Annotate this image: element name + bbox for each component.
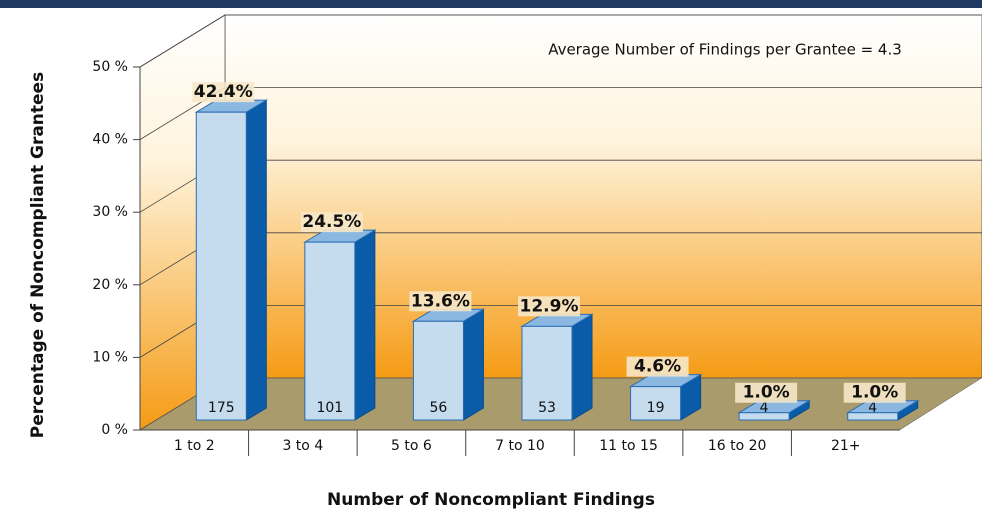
bar-count: 101	[316, 400, 343, 416]
bar-side	[462, 308, 484, 421]
x-tick-label: 5 to 6	[391, 438, 432, 454]
bar-count: 19	[647, 400, 665, 416]
bar-front	[521, 325, 573, 421]
floor-front	[140, 378, 982, 440]
value-label: 24.5%	[302, 212, 361, 232]
y-tick-label: 50 %	[92, 59, 128, 75]
x-tick-label: 21+	[831, 438, 861, 454]
value-label: 4.6%	[634, 357, 681, 377]
y-tick-label: 40 %	[92, 132, 128, 148]
bar-front	[304, 241, 356, 421]
y-tick-label: 30 %	[92, 204, 128, 220]
bar-front	[630, 386, 682, 421]
bar-side	[245, 99, 267, 421]
value-label-bg	[735, 382, 798, 403]
bar: 19 4.6%	[626, 356, 703, 421]
bar: 41.0%	[735, 382, 811, 421]
bar-front	[847, 412, 899, 421]
value-label-bg	[843, 382, 906, 403]
value-label-bg	[518, 296, 580, 317]
value-label-bg	[626, 356, 689, 377]
bar-count: 53	[538, 400, 556, 416]
y-tick-label: 0 %	[101, 422, 128, 438]
grid-line	[139, 14, 226, 68]
annotation: Average Number of Findings per Grantee =…	[548, 41, 902, 59]
bar-count: 56	[430, 400, 448, 416]
bar-front	[412, 320, 464, 421]
x-axis-title: Number of Noncompliant Findings	[327, 490, 655, 510]
bar-front	[195, 111, 247, 421]
value-label: 42.4%	[194, 82, 253, 102]
value-label-bg	[192, 82, 255, 103]
value-label: 1.0%	[743, 383, 790, 403]
bar: 53 12.9%	[518, 296, 594, 421]
bar-count: 175	[208, 400, 235, 416]
x-tick-label: 16 to 20	[708, 438, 767, 454]
bar: 175 42.4%	[192, 82, 269, 421]
x-tick-label: 7 to 10	[495, 438, 545, 454]
y-tick-label: 20 %	[92, 277, 128, 293]
y-tick-label: 10 %	[92, 349, 128, 365]
bar-side	[354, 229, 376, 421]
bar: 101 24.5%	[300, 212, 377, 421]
value-label: 12.9%	[520, 296, 579, 316]
bar: 41.0%	[843, 382, 920, 421]
value-label: 1.0%	[851, 383, 898, 403]
bar-front	[738, 412, 790, 421]
value-label-bg	[300, 212, 363, 233]
x-tick-label: 11 to 15	[599, 438, 658, 454]
top-strip	[0, 0, 982, 8]
x-tick-label: 1 to 2	[174, 438, 215, 454]
bar-count: 4	[760, 400, 769, 416]
bar: 56 13.6%	[409, 291, 486, 421]
y-axis-title: Percentage of Noncompliant Grantees	[28, 72, 48, 438]
value-label: 13.6%	[411, 291, 470, 311]
value-label-bg	[409, 291, 472, 312]
bar-side	[571, 313, 593, 421]
x-tick-label: 3 to 4	[282, 438, 323, 454]
bar-count: 4	[868, 400, 877, 416]
